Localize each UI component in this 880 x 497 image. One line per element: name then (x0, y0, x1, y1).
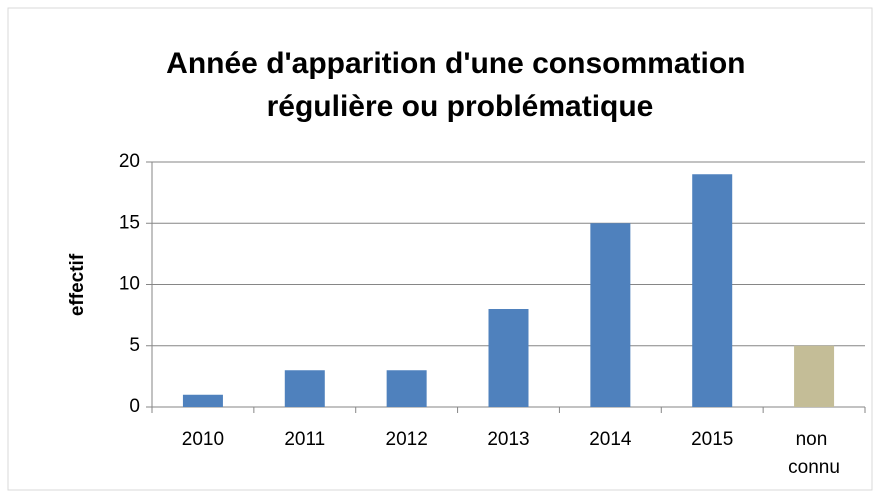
bar (692, 174, 733, 407)
y-tick-label: 10 (119, 274, 140, 295)
y-tick-label: 20 (119, 151, 140, 172)
x-tick-label: 2010 (182, 429, 224, 450)
x-tick-label: 2011 (284, 429, 325, 450)
x-tick-label: 2015 (691, 429, 733, 450)
y-axis-label: effectif (67, 253, 88, 316)
bar (488, 309, 529, 407)
bar (794, 345, 835, 407)
x-tick-label: 2013 (487, 429, 529, 450)
bar (386, 370, 427, 407)
bar (182, 394, 223, 407)
y-tick-label: 0 (129, 396, 140, 417)
y-tick-label: 5 (129, 335, 140, 356)
x-tick-label: 2014 (589, 429, 632, 450)
chart-border (7, 7, 873, 491)
x-tick-label: non connu (788, 429, 840, 478)
x-tick-label: 2012 (386, 429, 428, 450)
bar (590, 223, 631, 407)
y-tick-label: 15 (119, 212, 140, 233)
chart-title: Année d'apparition d'une consommation ré… (166, 47, 754, 123)
bar (284, 370, 325, 407)
